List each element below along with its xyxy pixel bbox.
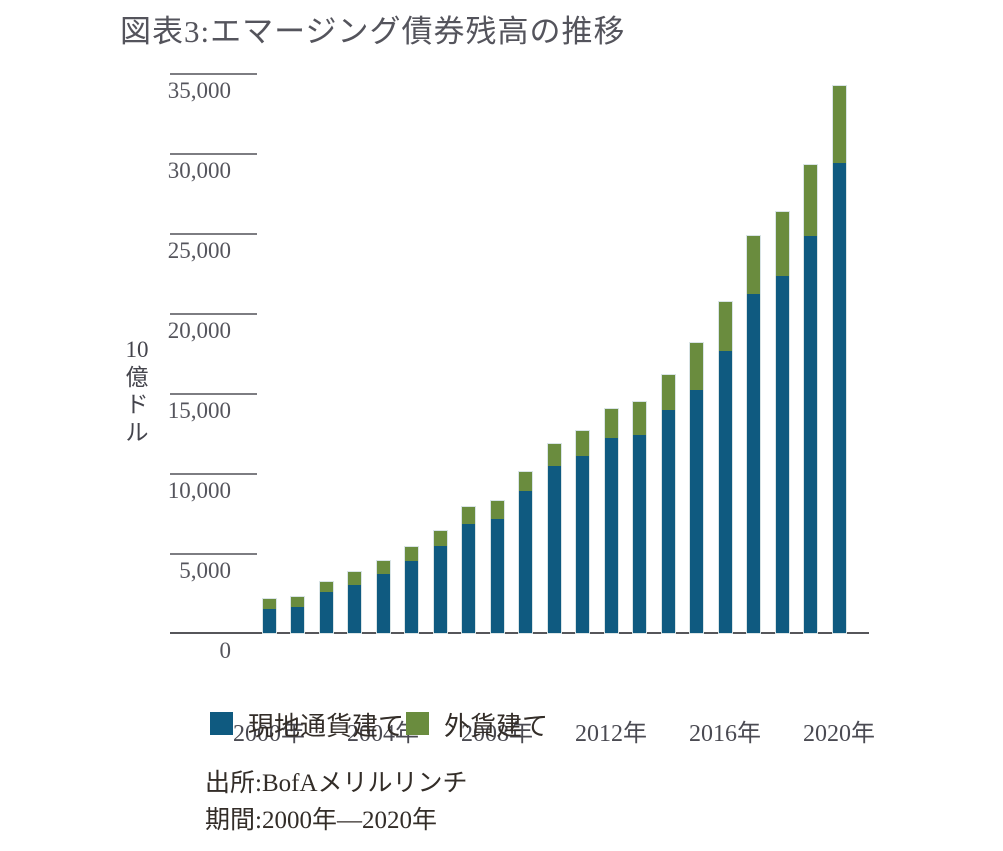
bar-2008-foreign-currency-segment — [491, 501, 504, 519]
y-axis-unit-part: ル — [125, 419, 149, 445]
bar-2020-foreign-currency-segment — [833, 86, 846, 163]
y-tick-label-35000: 35,000 — [167, 78, 231, 104]
bar-2005 — [404, 546, 419, 634]
bar-2001-foreign-currency-segment — [291, 597, 304, 607]
bar-2005-local-currency-segment — [405, 561, 418, 633]
y-tick-35000 — [170, 73, 257, 76]
y-tick-label-15000: 15,000 — [167, 398, 231, 424]
bar-2015-foreign-currency-segment — [690, 343, 703, 390]
bar-2014-foreign-currency-segment — [662, 375, 675, 410]
bar-2019-local-currency-segment — [804, 236, 817, 633]
bar-2011 — [575, 430, 590, 634]
period-line: 期間:2000年―2020年 — [205, 807, 437, 834]
bar-2016-foreign-currency-segment — [719, 302, 732, 351]
x-tick-label-2008: 2008年 — [461, 721, 533, 747]
y-tick-label-20000: 20,000 — [167, 318, 231, 344]
bar-2011-foreign-currency-segment — [576, 431, 589, 456]
plot-area: 0 5,000 10,000 15,000 20,000 25,000 30,000 35,0… — [168, 60, 875, 747]
chart-title: 図表3:エマージング債券残高の推移 — [120, 14, 626, 49]
bar-2018 — [775, 211, 790, 634]
y-tick-10000 — [170, 473, 257, 476]
bar-2010-local-currency-segment — [548, 466, 561, 633]
y-tick-label-0: 0 — [219, 638, 232, 663]
bar-2017-foreign-currency-segment — [747, 236, 760, 294]
bar-2010-foreign-currency-segment — [548, 444, 561, 466]
legend-label-foreign-currency: 外貨建て — [444, 712, 549, 741]
bar-2015 — [689, 342, 704, 634]
x-tick-label-2012: 2012年 — [575, 721, 647, 747]
bar-2009 — [518, 471, 533, 634]
bar-2018-foreign-currency-segment — [776, 212, 789, 276]
y-axis-unit-label: 10 億 ド ル — [119, 336, 155, 446]
bar-2000-foreign-currency-segment — [263, 599, 276, 609]
y-tick-label-5000: 5,000 — [179, 558, 231, 584]
bar-2013-foreign-currency-segment — [633, 402, 646, 435]
x-tick-label-2020: 2020年 — [803, 721, 875, 747]
bar-2017 — [746, 235, 761, 634]
y-axis-unit-part: 10 — [125, 337, 149, 362]
bar-2001 — [290, 596, 305, 634]
legend-swatch-foreign-currency — [406, 712, 429, 735]
bar-2008-local-currency-segment — [491, 519, 504, 633]
bar-2019-foreign-currency-segment — [804, 165, 817, 236]
bar-2010 — [547, 443, 562, 634]
y-axis-unit-part: 億 — [125, 364, 149, 390]
bar-2020 — [832, 85, 847, 634]
bar-2012-local-currency-segment — [605, 438, 618, 633]
bar-2003-local-currency-segment — [348, 585, 361, 633]
legend-swatch-local-currency — [210, 712, 233, 735]
bar-2014 — [661, 374, 676, 634]
bar-2012-foreign-currency-segment — [605, 409, 618, 438]
bar-2000-local-currency-segment — [263, 609, 276, 633]
y-tick-label-25000: 25,000 — [167, 238, 231, 264]
bar-2003 — [347, 571, 362, 634]
bar-2020-local-currency-segment — [833, 163, 846, 633]
y-tick-20000 — [170, 313, 257, 316]
bar-2015-local-currency-segment — [690, 390, 703, 633]
bar-2000 — [262, 598, 277, 634]
bar-2002-foreign-currency-segment — [320, 582, 333, 592]
bar-2018-local-currency-segment — [776, 276, 789, 633]
bar-2019 — [803, 164, 818, 634]
bar-2016 — [718, 301, 733, 634]
bar-2009-foreign-currency-segment — [519, 472, 532, 491]
bar-2002-local-currency-segment — [320, 592, 333, 633]
bar-2017-local-currency-segment — [747, 294, 760, 633]
bar-2007-foreign-currency-segment — [462, 507, 475, 524]
bar-2004 — [376, 560, 391, 634]
bar-2005-foreign-currency-segment — [405, 547, 418, 561]
bar-2003-foreign-currency-segment — [348, 572, 361, 585]
bar-2014-local-currency-segment — [662, 410, 675, 633]
source-block: 出所:BofAメリルリンチ 期間:2000年―2020年 — [205, 765, 468, 839]
bar-2013 — [632, 401, 647, 634]
y-tick-label-30000: 30,000 — [167, 158, 231, 184]
bar-2006-foreign-currency-segment — [434, 531, 447, 546]
bar-2001-local-currency-segment — [291, 607, 304, 633]
y-tick-15000 — [170, 393, 257, 396]
bar-2012 — [604, 408, 619, 634]
bar-2007-local-currency-segment — [462, 524, 475, 633]
y-axis-unit-part: ド — [125, 392, 149, 418]
x-tick-label-2000: 2000年 — [233, 721, 305, 747]
x-tick-label-2016: 2016年 — [689, 721, 761, 747]
y-tick-30000 — [170, 153, 257, 156]
y-tick-5000 — [170, 553, 257, 556]
bar-2006 — [433, 530, 448, 634]
bar-2004-foreign-currency-segment — [377, 561, 390, 574]
bar-2016-local-currency-segment — [719, 351, 732, 633]
source-line: 出所:BofAメリルリンチ — [205, 770, 468, 797]
bar-2013-local-currency-segment — [633, 435, 646, 633]
bar-2011-local-currency-segment — [576, 456, 589, 633]
bar-2004-local-currency-segment — [377, 574, 390, 633]
legend-label-local-currency: 現地通貨建て — [248, 712, 405, 741]
bar-2006-local-currency-segment — [434, 546, 447, 633]
bar-2002 — [319, 581, 334, 634]
y-tick-label-10000: 10,000 — [167, 478, 231, 504]
bar-2008 — [490, 500, 505, 634]
y-tick-25000 — [170, 233, 257, 236]
bar-2009-local-currency-segment — [519, 491, 532, 633]
bar-2007 — [461, 506, 476, 634]
